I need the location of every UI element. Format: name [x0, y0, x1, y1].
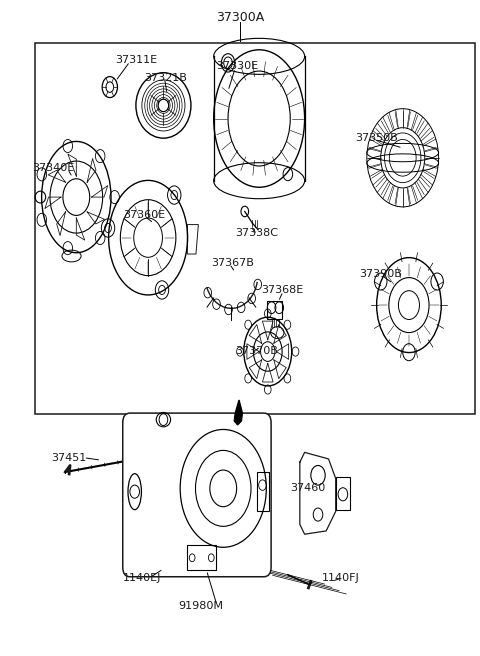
Bar — [257, 472, 269, 511]
Text: 37390B: 37390B — [360, 269, 403, 279]
Text: 37311E: 37311E — [116, 54, 158, 64]
FancyBboxPatch shape — [123, 413, 271, 577]
Text: 37370B: 37370B — [235, 346, 278, 356]
Text: 37338C: 37338C — [235, 228, 278, 238]
Bar — [336, 478, 350, 510]
Text: 37367B: 37367B — [211, 258, 254, 268]
Text: 1140EJ: 1140EJ — [123, 573, 161, 583]
Text: 37368E: 37368E — [262, 285, 304, 295]
Bar — [267, 301, 282, 319]
Text: 37451: 37451 — [51, 453, 86, 462]
Text: 37330E: 37330E — [216, 61, 258, 71]
Text: 37360E: 37360E — [123, 210, 165, 220]
Text: 37321B: 37321B — [144, 73, 187, 83]
Text: 91980M: 91980M — [178, 600, 223, 611]
Bar — [35, 43, 476, 415]
Text: 37460: 37460 — [290, 483, 325, 493]
FancyArrowPatch shape — [238, 407, 244, 419]
Text: 37300A: 37300A — [216, 10, 264, 24]
Bar — [187, 545, 216, 570]
Text: 37350B: 37350B — [355, 133, 397, 143]
Text: 1140FJ: 1140FJ — [322, 573, 359, 583]
Text: 37340E: 37340E — [32, 163, 74, 173]
Polygon shape — [234, 400, 242, 425]
